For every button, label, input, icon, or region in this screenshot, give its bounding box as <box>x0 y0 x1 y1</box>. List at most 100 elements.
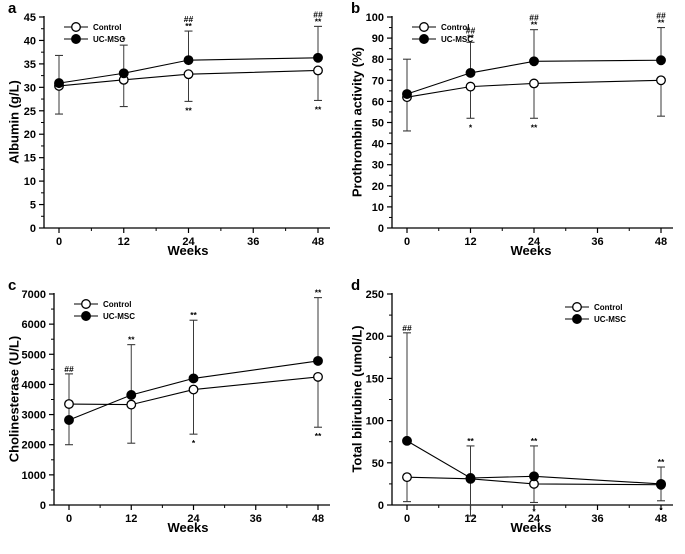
series-line <box>58 57 319 84</box>
x-tick-label: 24 <box>182 236 195 248</box>
open-circle-marker <box>313 371 323 382</box>
y-tick-label: 3000 <box>22 410 46 422</box>
x-tick-label: 0 <box>56 236 62 248</box>
filled-circle-marker <box>118 68 129 79</box>
series-line <box>68 360 319 421</box>
y-tick-label: 15 <box>24 153 36 165</box>
significance-marker: * <box>122 35 126 45</box>
series-line <box>68 376 319 406</box>
filled-circle-marker <box>529 471 539 482</box>
y-tick-label: 250 <box>366 289 384 301</box>
x-tick-label: 48 <box>312 236 324 248</box>
legend-label: UC-MSC <box>103 312 135 321</box>
significance-marker: ** <box>315 16 322 26</box>
legend-open-circle-marker <box>419 22 429 32</box>
significance-marker: * <box>469 122 473 132</box>
series-control: * ** <box>402 58 666 132</box>
series-control: ** ** <box>54 65 323 115</box>
y-tick-label: 7000 <box>22 289 46 301</box>
y-tick-label: 5 <box>30 200 36 212</box>
legend: Control UC-MSC <box>412 22 473 44</box>
legend-filled-circle-marker <box>71 34 81 44</box>
filled-circle-marker <box>313 52 323 63</box>
filled-circle-marker <box>64 415 74 425</box>
y-tick-label: 50 <box>372 458 384 470</box>
x-tick-label: 12 <box>118 236 130 248</box>
panel-a-letter: a <box>8 0 17 17</box>
filled-circle-marker <box>183 55 194 66</box>
legend-filled-circle-marker <box>81 311 91 321</box>
error-bars <box>403 477 665 517</box>
x-tick-label: 48 <box>655 513 667 525</box>
series-uc-msc: ## ** ** ** <box>402 323 666 489</box>
filled-circle-marker <box>313 355 323 366</box>
open-circle-marker <box>64 399 74 409</box>
panel-d-letter: d <box>351 277 361 294</box>
panel-c-plot: 0 1000 2000 3000 4000 5000 6000 7000 0 12 24 36 48 ##… <box>22 288 330 525</box>
legend-label: Control <box>594 303 622 312</box>
x-tick-label: 24 <box>187 513 200 525</box>
panel-c-letter: c <box>8 277 17 294</box>
significance-marker: ** <box>128 335 135 345</box>
y-tick-label: 5000 <box>22 349 46 361</box>
filled-circle-marker <box>54 78 64 89</box>
x-tick-label: 12 <box>125 513 137 525</box>
y-tick-label: 70 <box>372 75 384 87</box>
y-tick-label: 1000 <box>22 470 46 482</box>
y-tick-label: 80 <box>372 54 384 66</box>
x-tick-label: 36 <box>591 236 603 248</box>
significance-marker: ** <box>531 122 538 132</box>
legend-filled-circle-marker <box>572 314 582 324</box>
series-uc-msc: *##**##** <box>54 9 323 89</box>
y-tick-label: 2000 <box>22 440 46 452</box>
legend-label: Control <box>441 23 469 32</box>
x-tick-label: 48 <box>312 513 324 525</box>
y-tick-label: 20 <box>24 129 36 141</box>
panel-a-x-axis-title: Weeks <box>167 243 209 258</box>
significance-marker: ** <box>467 32 474 42</box>
open-circle-marker <box>313 65 323 76</box>
x-tick-label: 36 <box>247 236 259 248</box>
series-line <box>406 440 662 485</box>
x-tick-label: 24 <box>528 236 541 248</box>
significance-marker: ** <box>185 21 192 31</box>
y-tick-label: 25 <box>24 106 36 118</box>
panel-b-letter: b <box>351 0 361 17</box>
y-tick-label: 0 <box>378 223 384 235</box>
significance-marker: ** <box>315 431 322 441</box>
error-bars <box>127 297 322 395</box>
y-tick-label: 200 <box>366 331 384 343</box>
x-tick-label: 24 <box>528 513 541 525</box>
y-tick-label: 60 <box>372 96 384 108</box>
filled-circle-marker <box>656 478 666 489</box>
x-tick-label: 12 <box>464 236 476 248</box>
panel-d: d Total bilirubine (umol/L) 0 50 100 150 200… <box>343 277 685 554</box>
significance-marker: ** <box>190 310 197 320</box>
open-circle-marker <box>126 399 137 410</box>
x-tick-label: 48 <box>655 236 667 248</box>
significance-marker: ** <box>658 18 665 28</box>
significance-marker: ## <box>313 9 323 19</box>
series-line <box>58 69 319 87</box>
y-tick-label: 0 <box>378 500 384 512</box>
y-tick-label: 0 <box>40 500 46 512</box>
panel-c: c Cholinesterase (U/L) 0 1000 2000 3000 4000… <box>0 277 342 554</box>
open-circle-marker <box>183 69 194 80</box>
x-tick-label: 36 <box>250 513 262 525</box>
y-tick-label: 4000 <box>22 379 46 391</box>
significance-marker: * <box>192 438 196 448</box>
y-tick-label: 6000 <box>22 319 46 331</box>
open-circle-marker <box>529 78 539 89</box>
y-tick-label: 100 <box>366 12 384 24</box>
y-tick-label: 45 <box>24 12 36 24</box>
series-line <box>406 79 662 98</box>
significance-marker: ## <box>64 364 74 374</box>
significance-marker: ## <box>184 14 194 24</box>
legend-label: Control <box>93 23 121 32</box>
significance-marker: * <box>532 506 536 516</box>
x-tick-label: 0 <box>404 513 410 525</box>
